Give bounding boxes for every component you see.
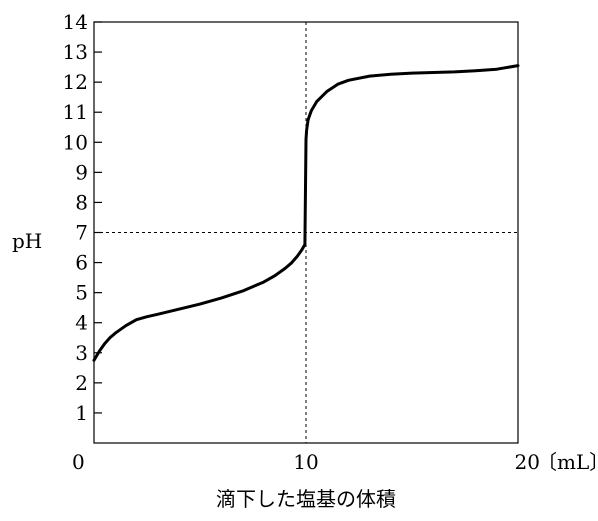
y-tick-label: 6 xyxy=(75,251,88,275)
x-tick-label: 0 xyxy=(72,450,85,474)
y-tick-label: 12 xyxy=(63,70,88,94)
y-tick-label: 13 xyxy=(63,40,88,64)
y-tick-label: 5 xyxy=(75,281,88,305)
x-tick-label: 10 xyxy=(293,450,318,474)
y-tick-label: 3 xyxy=(75,341,88,365)
x-axis-label: 滴下した塩基の体積 xyxy=(216,487,396,511)
y-tick-label: 14 xyxy=(63,10,88,34)
y-tick-label: 1 xyxy=(75,401,88,425)
y-tick-label: 9 xyxy=(75,160,88,184)
x-tick-label: 20 xyxy=(515,450,540,474)
y-axis-label: pH xyxy=(12,229,42,253)
x-axis-unit: 〔mL〕 xyxy=(537,450,598,474)
y-tick-label: 11 xyxy=(63,100,88,124)
y-tick-label: 4 xyxy=(75,311,88,335)
y-tick-label: 2 xyxy=(75,371,88,395)
y-tick-label: 8 xyxy=(75,190,88,214)
y-tick-label: 7 xyxy=(75,221,88,245)
y-tick-label: 10 xyxy=(63,130,88,154)
titration-curve xyxy=(92,64,520,362)
